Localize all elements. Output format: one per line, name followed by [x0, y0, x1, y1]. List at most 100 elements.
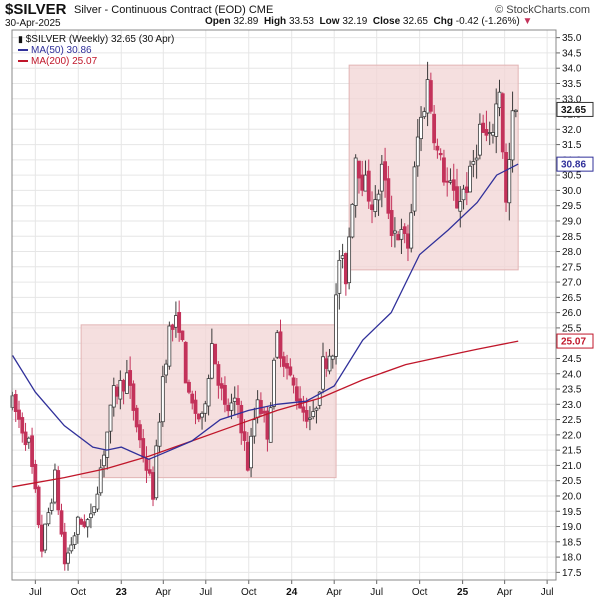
candle-body: [409, 212, 414, 249]
candle-body: [396, 234, 401, 241]
candle-body: [62, 531, 67, 565]
candle-body: [105, 431, 110, 458]
candle-body: [311, 411, 316, 418]
candle-body: [20, 417, 25, 434]
candle-body: [121, 380, 126, 392]
candle-body: [69, 544, 74, 552]
y-tick-label: 28.0: [562, 247, 582, 258]
candle-body: [445, 180, 450, 183]
candle-body: [422, 111, 427, 118]
candle-body: [353, 157, 358, 206]
candle-body: [419, 116, 423, 140]
candle-body: [399, 229, 404, 240]
candle-body: [321, 356, 325, 390]
candle-body: [213, 343, 218, 365]
candle-body: [376, 193, 381, 201]
candle-body: [249, 435, 253, 469]
ma200-price-tag: 25.07: [561, 337, 586, 348]
candle-body: [59, 510, 64, 535]
candle-body: [56, 470, 61, 511]
candle-body: [206, 378, 211, 407]
candle-body: [360, 174, 365, 191]
candle-body: [92, 506, 97, 513]
open-value: 32.89: [233, 16, 259, 27]
low-value: 32.19: [342, 16, 368, 27]
current-price-tag-bg: [556, 101, 594, 117]
plot-frame: [11, 29, 557, 581]
candle-body: [98, 467, 103, 494]
legend-price: ▮ $SILVER (Weekly) 32.65 (30 Apr): [18, 34, 174, 45]
y-tick-label: 30.0: [562, 186, 582, 197]
candle-body: [102, 454, 106, 467]
candle-body: [477, 123, 482, 156]
x-tick-label: Oct: [71, 587, 87, 598]
y-tick-label: 22.5: [562, 415, 582, 426]
candle-body: [343, 253, 348, 285]
candle-body: [337, 259, 342, 294]
x-tick-label: Apr: [497, 587, 513, 598]
candle-body: [66, 552, 70, 564]
y-tick-label: 20.5: [562, 476, 582, 487]
candle-body: [268, 407, 273, 443]
x-tick-label: Oct: [241, 587, 257, 598]
y-tick-label: 17.5: [562, 568, 582, 579]
candle-body: [229, 402, 234, 411]
description-text: Silver - Continuous Contract (EOD): [74, 4, 246, 16]
candle-body: [23, 431, 28, 446]
legend-price-label: $SILVER (Weekly) 32.65 (30 Apr): [25, 34, 175, 45]
candle-body: [134, 407, 139, 428]
candle-body: [128, 370, 133, 386]
candle-body: [232, 397, 237, 402]
candle-body: [89, 513, 93, 519]
candle-body: [170, 324, 175, 330]
y-tick-label: 21.0: [562, 461, 582, 472]
candle-body: [448, 180, 453, 183]
candle-body: [500, 93, 505, 153]
candle-body: [291, 377, 296, 386]
candle-body: [461, 188, 466, 201]
candle-body: [43, 523, 48, 551]
candle-body: [183, 341, 188, 384]
candle-body: [245, 441, 250, 471]
candle-body: [275, 332, 280, 358]
candle-body: [111, 385, 116, 408]
candle-body: [33, 463, 38, 490]
candle-body: [108, 404, 113, 432]
y-tick-label: 26.5: [562, 293, 582, 304]
low-label: Low: [319, 16, 340, 27]
candle-body: [425, 79, 430, 114]
y-tick-label: 34.5: [562, 48, 582, 59]
candle-body: [432, 113, 437, 144]
y-tick-label: 34.0: [562, 64, 582, 75]
candle-body: [124, 372, 129, 394]
x-tick-label: 25: [457, 587, 469, 598]
y-tick-label: 31.5: [562, 140, 582, 151]
consolidation-range-box: [348, 64, 519, 271]
candle-body: [79, 518, 84, 525]
y-tick-label: 18.5: [562, 537, 582, 548]
candle-body: [412, 166, 417, 212]
candle-body: [203, 403, 208, 414]
candle-body: [219, 383, 224, 389]
y-tick-label: 23.0: [562, 400, 582, 411]
y-tick-label: 24.0: [562, 369, 582, 380]
ma200-line: [12, 340, 519, 488]
candle-body: [85, 519, 90, 528]
candle-body: [180, 330, 185, 341]
candle-body: [464, 186, 469, 194]
candle-body: [301, 406, 306, 413]
y-tick-label: 23.5: [562, 385, 582, 396]
y-tick-label: 21.5: [562, 446, 582, 457]
candle-body: [487, 132, 492, 134]
candle-body: [288, 366, 293, 376]
y-tick-label: 19.5: [562, 507, 582, 518]
candle-body: [484, 129, 489, 136]
legend-ma200-label: MA(200) 25.07: [31, 56, 98, 67]
candle-body: [265, 410, 270, 440]
candle-body: [157, 421, 162, 447]
x-tick-label: Jul: [370, 587, 383, 598]
x-tick-label: Apr: [156, 587, 172, 598]
candle-body: [357, 160, 361, 179]
candle-body: [82, 521, 87, 528]
